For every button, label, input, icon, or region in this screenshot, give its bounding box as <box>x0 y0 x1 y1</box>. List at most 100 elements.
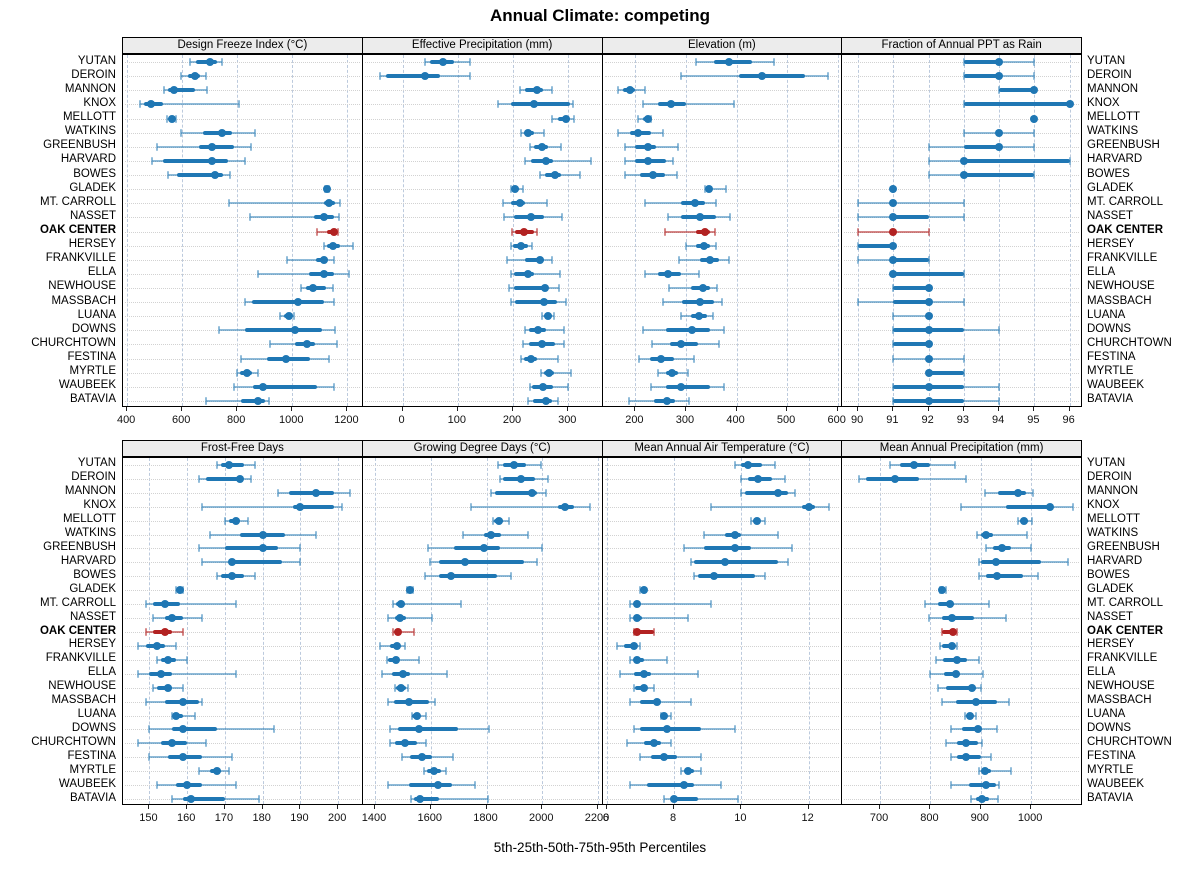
whisker-cap <box>715 199 718 208</box>
gridline-horizontal <box>604 400 840 402</box>
panel-fraction-of-annual-ppt-as-rain <box>841 54 1082 407</box>
iqr-box <box>942 643 954 648</box>
median-dot <box>660 753 669 762</box>
gridline-horizontal <box>125 302 360 304</box>
median-dot <box>698 283 707 292</box>
whisker-cap <box>667 213 670 222</box>
whisker-cap <box>763 516 766 525</box>
site-label-left-churchtown: CHURCHTOWN <box>31 336 116 349</box>
iqr-box <box>241 398 265 403</box>
whisker-cap <box>244 156 247 165</box>
gridline-horizontal <box>364 287 600 289</box>
gridline-horizontal <box>844 715 1079 717</box>
site-label-right-harvard: HARVARD <box>1087 153 1143 166</box>
whisker-cap <box>937 683 940 692</box>
median-dot <box>660 711 669 720</box>
whisker-cap <box>201 614 204 623</box>
whisker-cap <box>629 614 632 623</box>
median-dot <box>657 354 666 363</box>
gridline-horizontal <box>844 287 1079 289</box>
median-dot <box>398 669 407 678</box>
whisker-cap <box>616 86 619 95</box>
median-dot <box>228 558 237 567</box>
whisker-cap <box>663 795 666 804</box>
gridline-vertical <box>880 458 882 804</box>
median-dot <box>1019 516 1028 525</box>
gridline-horizontal <box>364 330 600 332</box>
gridline-vertical <box>127 55 129 406</box>
whisker-cap <box>229 171 232 180</box>
median-dot <box>653 697 662 706</box>
median-dot <box>924 382 933 391</box>
x-tick <box>597 805 599 809</box>
iqr-box <box>893 271 964 276</box>
whisker-cap <box>144 697 147 706</box>
site-label-left-luana: LUANA <box>77 708 116 721</box>
median-dot <box>663 396 672 405</box>
whisker-cap <box>340 502 343 511</box>
median-dot <box>258 544 267 553</box>
median-dot <box>649 739 658 748</box>
panel-mean-annual-air-temperature-c <box>601 457 843 805</box>
iqr-box <box>206 476 241 481</box>
whisker-line <box>540 371 571 374</box>
median-dot <box>438 58 447 67</box>
median-dot <box>1030 114 1039 123</box>
median-dot <box>527 488 536 497</box>
gridline-vertical <box>598 458 600 804</box>
site-label-right-mannon: MANNON <box>1087 82 1139 95</box>
iqr-box <box>253 384 318 389</box>
whisker-line <box>645 202 717 205</box>
whisker-cap <box>446 669 449 678</box>
gridline-horizontal <box>125 259 360 261</box>
site-label-right-luana: LUANA <box>1087 308 1126 321</box>
gridline-horizontal <box>125 771 360 773</box>
whisker-cap <box>641 100 644 109</box>
median-dot <box>995 142 1004 151</box>
site-label-right-gladek: GLADEK <box>1087 181 1134 194</box>
whisker-cap <box>892 354 895 363</box>
site-label-right-festina: FESTINA <box>1087 351 1136 364</box>
median-dot <box>730 530 739 539</box>
whisker-cap <box>557 283 560 292</box>
whisker-cap <box>578 171 581 180</box>
site-label-right-newhouse: NEWHOUSE <box>1087 280 1155 293</box>
iqr-box <box>704 546 752 551</box>
x-tick <box>261 805 263 809</box>
whisker-cap <box>637 354 640 363</box>
whisker-cap <box>314 530 317 539</box>
iqr-box <box>893 257 929 262</box>
whisker-cap <box>322 241 325 250</box>
gridline-horizontal <box>364 231 600 233</box>
site-label-left-oak-center: OAK CENTER <box>39 224 116 236</box>
whisker-cap <box>717 340 720 349</box>
median-dot <box>296 502 305 511</box>
whisker-cap <box>336 340 339 349</box>
whisker-cap <box>560 142 563 151</box>
whisker-cap <box>528 142 531 151</box>
whisker-cap <box>794 488 797 497</box>
gridline-horizontal <box>844 245 1079 247</box>
median-dot <box>694 312 703 321</box>
iqr-box <box>998 490 1026 495</box>
site-label-right-greenbush: GREENBUSH <box>1087 139 1160 152</box>
gridline-horizontal <box>364 673 600 675</box>
median-dot <box>167 114 176 123</box>
whisker-cap <box>235 669 238 678</box>
whisker-cap <box>857 213 860 222</box>
whisker-cap <box>227 767 230 776</box>
site-label-left-greenbush: GREENBUSH <box>43 139 116 152</box>
median-dot <box>224 460 233 469</box>
median-dot <box>924 298 933 307</box>
median-dot <box>961 753 970 762</box>
x-tick <box>291 407 293 411</box>
whisker-line <box>524 159 591 162</box>
whisker-cap <box>715 241 718 250</box>
x-tick <box>374 805 376 809</box>
gridline-horizontal <box>604 344 840 346</box>
median-dot <box>710 572 719 581</box>
median-dot <box>415 725 424 734</box>
whisker-cap <box>790 544 793 553</box>
whisker-cap <box>469 58 472 67</box>
iqr-box <box>494 490 537 495</box>
